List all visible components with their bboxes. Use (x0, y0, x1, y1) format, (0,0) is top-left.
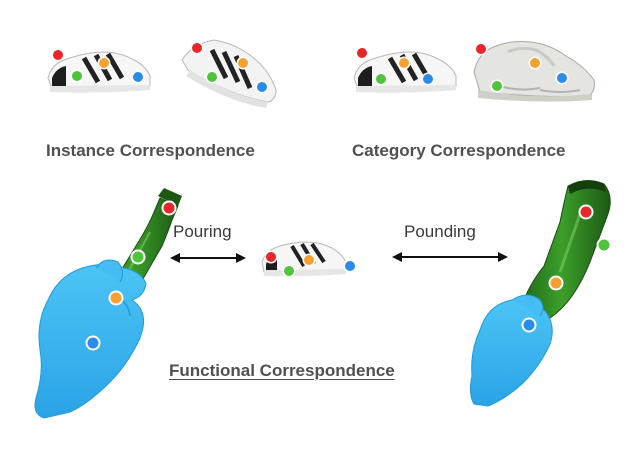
keypoint-orange (110, 292, 122, 304)
functional-correspondence-caption: Functional Correspondence (169, 361, 395, 380)
keypoint-blue (87, 337, 99, 349)
category-correspondence-caption: Category Correspondence (352, 141, 566, 160)
keypoint-orange (304, 255, 314, 265)
keypoint-orange (238, 58, 248, 68)
keypoint-blue (133, 72, 143, 82)
keypoint-orange (550, 277, 562, 289)
keypoint-blue (257, 82, 267, 92)
sneaker-category-a (353, 46, 457, 93)
hand-right (469, 294, 553, 407)
pounding-label: Pounding (404, 222, 476, 241)
keypoint-orange (530, 58, 540, 68)
keypoint-red (163, 202, 175, 214)
keypoint-red (357, 48, 367, 58)
keypoint-blue (557, 73, 567, 83)
keypoint-orange (99, 58, 109, 68)
sneaker-functional-center (261, 241, 357, 278)
keypoint-green (132, 251, 144, 263)
keypoint-red (476, 44, 486, 54)
pouring-label: Pouring (173, 222, 232, 241)
keypoint-blue (345, 261, 355, 271)
running-shoe-category-b (473, 41, 595, 102)
instance-correspondence-caption: Instance Correspondence (46, 141, 255, 160)
sneaker-instance-a (47, 48, 151, 93)
keypoint-green (598, 239, 610, 251)
keypoint-red (192, 43, 202, 53)
keypoint-red (580, 206, 592, 218)
keypoint-blue (423, 74, 433, 84)
keypoint-orange (399, 58, 409, 68)
keypoint-green (284, 266, 294, 276)
keypoint-green (376, 74, 386, 84)
keypoint-green (492, 81, 502, 91)
keypoint-blue (523, 319, 535, 331)
double-arrow-pouring (170, 253, 246, 263)
sneaker-instance-b (181, 39, 277, 108)
keypoint-red (53, 50, 63, 60)
keypoint-red (266, 252, 276, 262)
keypoint-green (72, 71, 82, 81)
keypoint-green (207, 72, 217, 82)
double-arrow-pounding (392, 252, 508, 262)
